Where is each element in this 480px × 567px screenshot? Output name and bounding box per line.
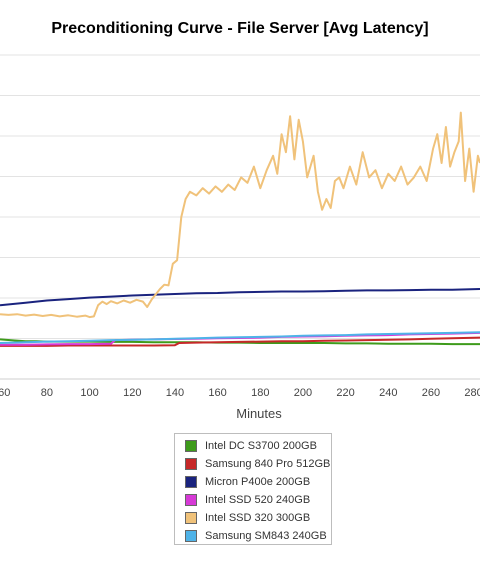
x-tick-labels: 60 80 100 120 140 160 180 200 220 240 260 280	[0, 387, 480, 399]
legend-label-0: Intel DC S3700 200GB	[205, 440, 317, 452]
x-tick-label-240: 240	[379, 387, 397, 399]
x-tick-label-180: 180	[251, 387, 269, 399]
legend-label-4: Intel SSD 320 300GB	[205, 512, 311, 524]
x-tick-label-280: 280	[464, 387, 480, 399]
series-line-5	[0, 331, 480, 344]
x-axis-label: Minutes	[236, 406, 282, 421]
legend-swatch-2	[185, 476, 197, 488]
legend-label-1: Samsung 840 Pro 512GB	[205, 458, 331, 470]
legend-item-5: Samsung SM843 240GB	[185, 527, 331, 545]
legend-item-4: Intel SSD 320 300GB	[185, 509, 331, 527]
legend: Intel DC S3700 200GB Samsung 840 Pro 512G…	[174, 433, 332, 545]
x-tick-label-200: 200	[294, 387, 312, 399]
gridlines	[0, 54, 480, 380]
x-tick-label-220: 220	[336, 387, 354, 399]
legend-swatch-3	[185, 494, 197, 506]
x-tick-label-140: 140	[166, 387, 184, 399]
series-line-1	[0, 336, 480, 347]
legend-item-0: Intel DC S3700 200GB	[185, 437, 331, 455]
x-tick-label-60: 60	[0, 387, 10, 399]
legend-swatch-0	[185, 440, 197, 452]
legend-swatch-4	[185, 512, 197, 524]
legend-item-1: Samsung 840 Pro 512GB	[185, 455, 331, 473]
series-lines	[0, 111, 480, 347]
series-line-2	[0, 288, 480, 307]
chart-title: Preconditioning Curve - File Server [Avg…	[51, 20, 429, 37]
x-tick-label-160: 160	[208, 387, 226, 399]
legend-label-5: Samsung SM843 240GB	[205, 530, 327, 542]
legend-swatch-5	[185, 530, 197, 542]
legend-label-2: Micron P400e 200GB	[205, 476, 311, 488]
x-tick-label-120: 120	[123, 387, 141, 399]
x-tick-label-100: 100	[80, 387, 98, 399]
legend-label-3: Intel SSD 520 240GB	[205, 494, 311, 506]
legend-item-3: Intel SSD 520 240GB	[185, 491, 331, 509]
legend-swatch-1	[185, 458, 197, 470]
series-line-4	[0, 111, 480, 319]
x-tick-label-80: 80	[41, 387, 53, 399]
legend-item-2: Micron P400e 200GB	[185, 473, 331, 491]
x-tick-label-260: 260	[422, 387, 440, 399]
